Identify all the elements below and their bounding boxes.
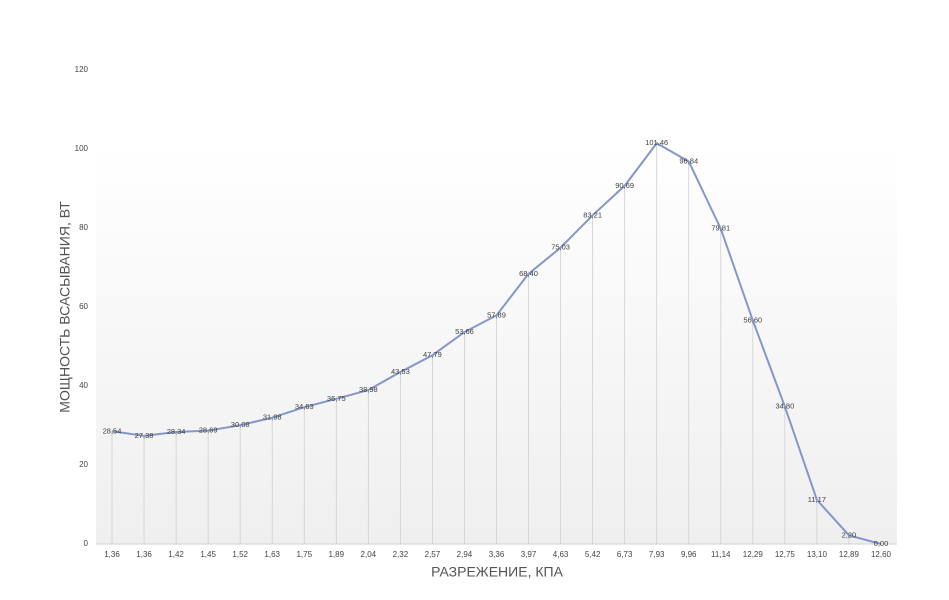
- data-label: 27,38: [135, 431, 154, 440]
- data-label: 28,54: [103, 426, 122, 435]
- x-tick-label: 12,89: [839, 550, 860, 559]
- x-tick-label: 13,10: [807, 550, 828, 559]
- data-label: 79,81: [711, 224, 730, 233]
- x-tick-label: 7,93: [649, 550, 665, 559]
- y-tick-label: 80: [79, 223, 88, 232]
- data-label: 75,03: [551, 243, 570, 252]
- data-label: 36,75: [327, 394, 346, 403]
- data-label: 34,63: [295, 402, 314, 411]
- data-label: 28,34: [167, 427, 186, 436]
- x-tick-label: 1,36: [104, 550, 120, 559]
- x-tick-label: 12,60: [871, 550, 892, 559]
- x-tick-label: 2,04: [361, 550, 377, 559]
- data-label: 43,53: [391, 367, 410, 376]
- x-tick-label: 3,97: [521, 550, 537, 559]
- data-label: 101,46: [645, 138, 668, 147]
- x-tick-label: 12,75: [775, 550, 796, 559]
- x-tick-label: 4,63: [553, 550, 569, 559]
- data-label: 31,98: [263, 413, 282, 422]
- y-axis-title: МОЩНОСТЬ ВСАСЫВАНИЯ, ВТ: [57, 201, 73, 413]
- data-label: 38,98: [359, 385, 378, 394]
- x-axis-title: РАЗРЕЖЕНИЕ, КПА: [431, 564, 563, 580]
- data-label: 0,00: [874, 539, 889, 548]
- y-tick-label: 120: [75, 65, 89, 74]
- data-label: 11,17: [808, 495, 826, 504]
- x-tick-label: 11,14: [711, 550, 731, 559]
- data-label: 30,08: [231, 420, 250, 429]
- data-label: 34,80: [775, 402, 794, 411]
- x-tick-label: 6,73: [617, 550, 633, 559]
- y-tick-label: 0: [84, 539, 89, 548]
- data-label: 90,69: [615, 181, 634, 190]
- x-tick-label: 3,36: [489, 550, 505, 559]
- data-label: 28,69: [199, 426, 218, 435]
- x-tick-label: 1,36: [136, 550, 152, 559]
- y-tick-label: 20: [79, 460, 88, 469]
- x-tick-label: 2,57: [425, 550, 441, 559]
- x-tick-label: 1,45: [200, 550, 216, 559]
- data-label: 68,40: [519, 269, 538, 278]
- x-tick-label: 12,29: [743, 550, 764, 559]
- x-tick-label: 2,32: [393, 550, 409, 559]
- data-label: 53,66: [455, 327, 474, 336]
- y-tick-label: 40: [79, 381, 88, 390]
- y-tick-label: 100: [75, 144, 89, 153]
- x-tick-label: 5,42: [585, 550, 601, 559]
- data-label: 96,84: [679, 156, 698, 165]
- data-label: 57,89: [487, 310, 506, 319]
- series-line: [111, 141, 882, 545]
- data-label: 56,60: [743, 315, 762, 324]
- x-tick-label: 1,42: [168, 550, 184, 559]
- data-label: 83,21: [583, 210, 602, 219]
- x-tick-label: 9,96: [681, 550, 697, 559]
- x-tick-label: 1,63: [264, 550, 280, 559]
- x-tick-label: 2,94: [457, 550, 473, 559]
- data-label: 2,20: [842, 530, 857, 539]
- data-label: 47,79: [423, 350, 442, 359]
- x-tick-label: 1,52: [232, 550, 248, 559]
- x-tick-label: 1,75: [296, 550, 312, 559]
- x-tick-label: 1,89: [329, 550, 345, 559]
- y-tick-label: 60: [79, 302, 88, 311]
